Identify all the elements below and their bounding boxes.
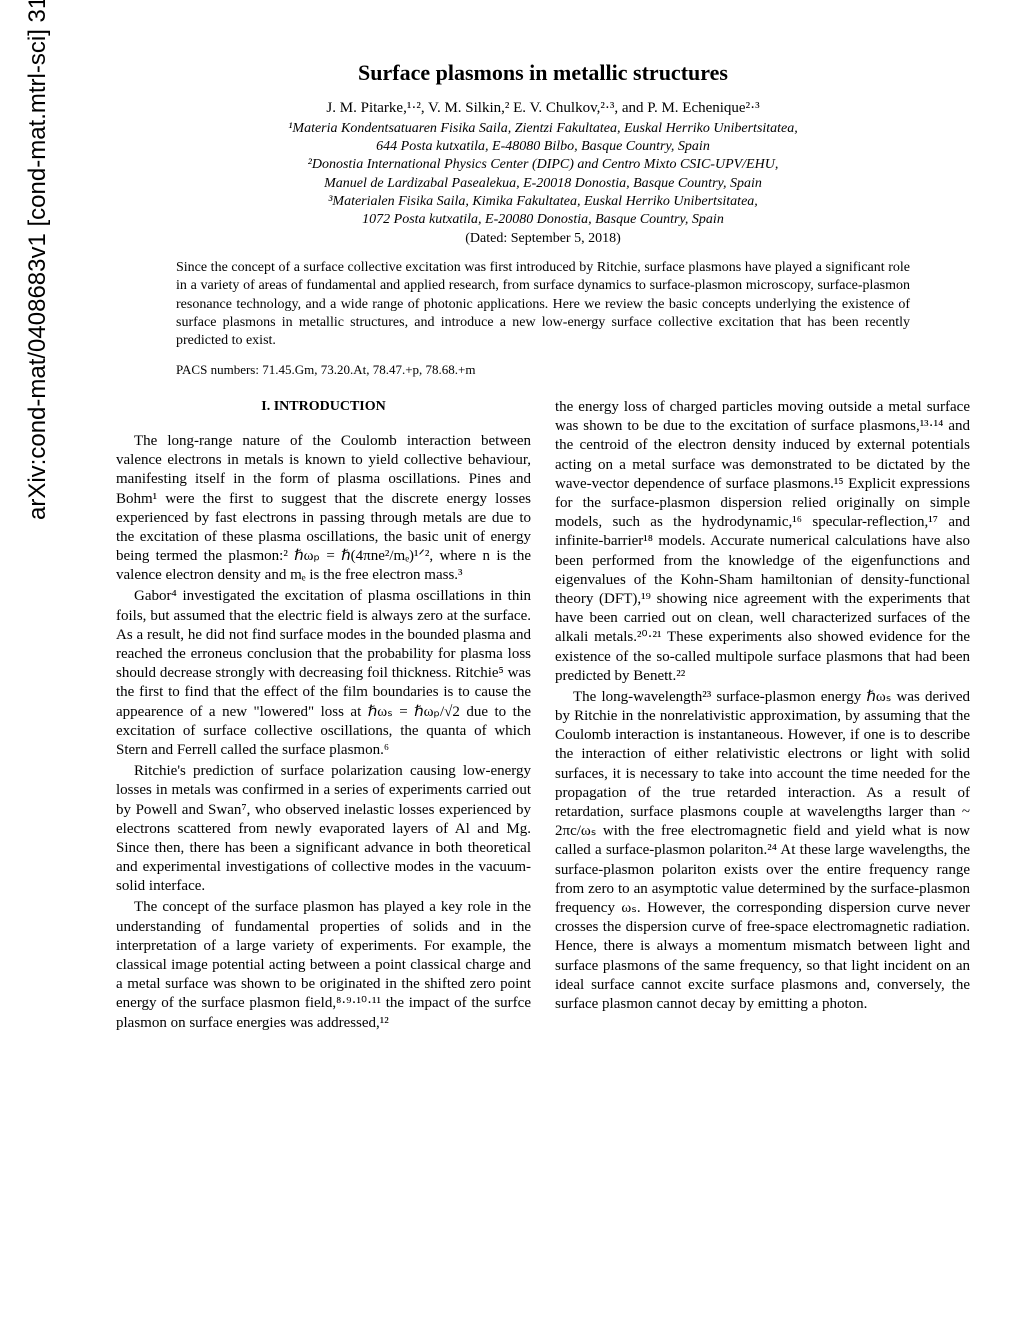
- author-list: J. M. Pitarke,¹·², V. M. Silkin,² E. V. …: [116, 100, 970, 117]
- abstract-text: Since the concept of a surface collectiv…: [176, 259, 910, 350]
- paper-content: Surface plasmons in metallic structures …: [116, 60, 970, 1033]
- affiliation-3: ³Materialen Fisika Saila, Kimika Fakulta…: [116, 193, 970, 211]
- paragraph-4: The concept of the surface plasmon has p…: [116, 898, 531, 1032]
- affiliation-2b: Manuel de Lardizabal Pasealekua, E-20018…: [116, 175, 970, 193]
- paragraph-2: Gabor⁴ investigated the excitation of pl…: [116, 587, 531, 760]
- section-heading: I. INTRODUCTION: [116, 398, 531, 416]
- paragraph-3: Ritchie's prediction of surface polariza…: [116, 762, 531, 896]
- pacs-numbers: PACS numbers: 71.45.Gm, 73.20.At, 78.47.…: [176, 362, 910, 378]
- paragraph-1: The long-range nature of the Coulomb int…: [116, 432, 531, 586]
- paper-title: Surface plasmons in metallic structures: [116, 60, 970, 86]
- paragraph-6: The long-wavelength²³ surface-plasmon en…: [555, 688, 970, 1014]
- body-columns: I. INTRODUCTION The long-range nature of…: [116, 398, 970, 1033]
- date-line: (Dated: September 5, 2018): [116, 231, 970, 247]
- paragraph-5: the energy loss of charged particles mov…: [555, 398, 970, 686]
- affiliation-1: ¹Materia Kondentsatuaren Fisika Saila, Z…: [116, 120, 970, 138]
- arxiv-identifier: arXiv:cond-mat/0408683v1 [cond-mat.mtrl-…: [24, 0, 52, 520]
- affiliation-1b: 644 Posta kutxatila, E-48080 Bilbo, Basq…: [116, 138, 970, 156]
- affiliation-2: ²Donostia International Physics Center (…: [116, 156, 970, 174]
- affiliation-3b: 1072 Posta kutxatila, E-20080 Donostia, …: [116, 211, 970, 229]
